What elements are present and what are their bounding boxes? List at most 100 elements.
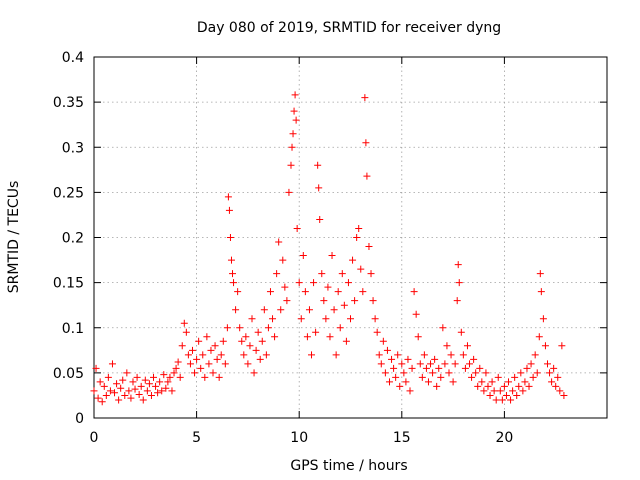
data-point — [451, 360, 459, 368]
data-point — [104, 373, 112, 381]
data-point — [445, 369, 453, 377]
data-point — [246, 342, 254, 350]
data-point — [269, 315, 277, 323]
data-point — [455, 279, 463, 287]
data-point — [347, 315, 354, 323]
data-point — [535, 333, 543, 341]
data-point — [536, 270, 544, 278]
data-point — [322, 315, 330, 323]
data-point — [515, 382, 523, 390]
data-point — [266, 288, 274, 296]
data-point — [273, 270, 281, 278]
data-point — [191, 369, 199, 377]
data-point — [457, 328, 465, 336]
data-point — [289, 130, 297, 138]
data-point — [365, 243, 373, 251]
data-point — [227, 256, 235, 264]
data-point — [507, 396, 515, 404]
y-tick-label: 0.2 — [62, 231, 84, 247]
data-point — [463, 342, 471, 350]
data-point — [215, 373, 223, 381]
data-point — [147, 391, 155, 399]
data-point — [509, 387, 517, 395]
data-point — [383, 346, 391, 354]
data-point — [431, 355, 439, 363]
data-point — [271, 333, 279, 341]
data-point — [217, 351, 225, 359]
data-point — [427, 360, 435, 368]
data-point — [98, 398, 106, 406]
data-point — [369, 297, 377, 305]
data-point — [513, 391, 521, 399]
data-point — [219, 337, 227, 345]
data-point — [308, 351, 316, 359]
data-point — [416, 360, 424, 368]
data-point — [396, 382, 404, 390]
data-point — [439, 324, 447, 332]
data-point — [539, 315, 547, 323]
data-point — [492, 396, 500, 404]
data-point — [145, 380, 153, 388]
data-point — [201, 373, 209, 381]
data-point — [162, 384, 170, 392]
data-point — [125, 387, 133, 395]
data-point — [342, 337, 350, 345]
data-point — [332, 351, 340, 359]
data-point — [336, 324, 344, 332]
data-point — [330, 306, 338, 314]
data-point — [90, 387, 98, 395]
data-point — [400, 369, 408, 377]
data-point — [543, 360, 551, 368]
data-point — [117, 384, 125, 392]
data-point — [252, 346, 260, 354]
data-point — [385, 378, 393, 386]
y-tick-label: 0 — [75, 411, 84, 427]
x-tick-label: 10 — [290, 430, 308, 446]
data-point — [390, 364, 398, 372]
data-point — [242, 333, 250, 341]
data-point — [205, 360, 213, 368]
data-point — [287, 161, 295, 169]
data-point — [139, 396, 147, 404]
data-point — [527, 360, 535, 368]
data-point — [318, 270, 326, 278]
data-point — [256, 355, 264, 363]
data-point — [408, 364, 416, 372]
data-point — [537, 288, 545, 296]
data-point — [314, 161, 322, 169]
data-point — [250, 369, 258, 377]
data-point — [258, 337, 266, 345]
y-tick-label: 0.15 — [53, 276, 84, 292]
data-point — [223, 324, 231, 332]
data-point — [496, 387, 504, 395]
data-point — [340, 301, 348, 309]
data-point — [244, 360, 252, 368]
data-point — [373, 328, 381, 336]
data-point — [404, 355, 412, 363]
data-point — [560, 391, 568, 399]
data-point — [224, 193, 232, 201]
data-point — [113, 380, 121, 388]
data-point — [433, 382, 441, 390]
data-point — [156, 378, 164, 386]
data-point — [316, 215, 324, 223]
data-point — [182, 328, 190, 336]
grid — [94, 57, 607, 418]
data-point — [195, 337, 203, 345]
data-point — [558, 342, 566, 350]
data-point — [402, 378, 410, 386]
data-point — [379, 337, 387, 345]
data-point — [301, 288, 309, 296]
data-point — [410, 288, 418, 296]
data-point — [447, 351, 455, 359]
data-point — [453, 297, 461, 305]
data-point — [262, 351, 270, 359]
data-point — [230, 279, 238, 287]
data-point — [406, 387, 414, 395]
data-point — [482, 369, 490, 377]
data-point — [523, 364, 531, 372]
data-point — [353, 234, 361, 241]
data-point — [207, 346, 215, 354]
data-point — [357, 265, 365, 273]
data-point — [305, 306, 313, 314]
